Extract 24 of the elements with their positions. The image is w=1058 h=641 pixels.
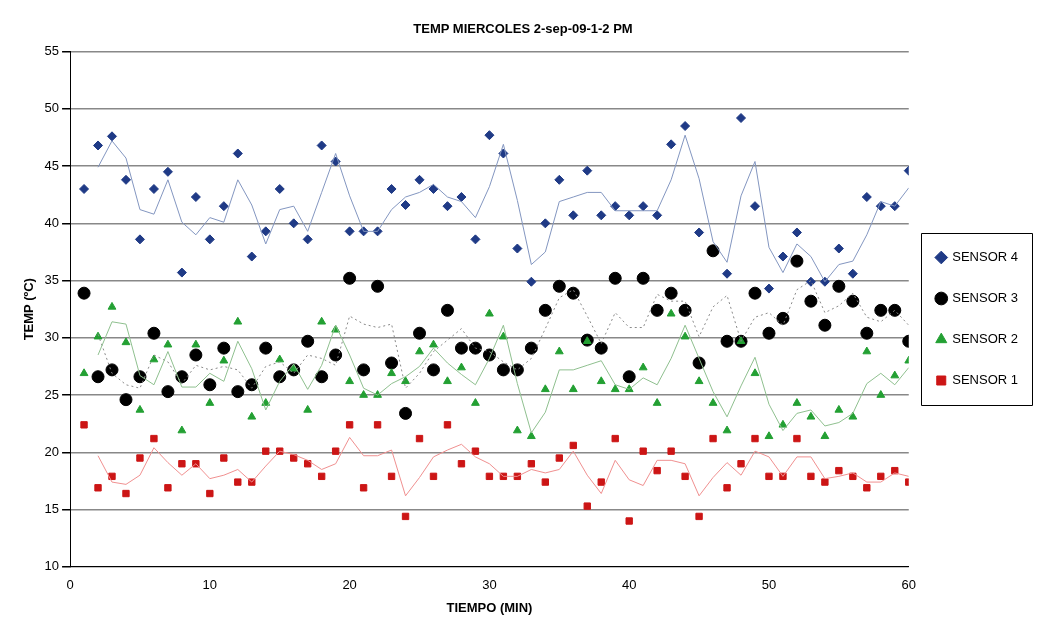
- y-tick-label: 35: [44, 272, 60, 288]
- y-tick-label: 45: [44, 157, 60, 173]
- legend-label: SENSOR 4: [952, 249, 1019, 265]
- x-tick-label: 10: [202, 577, 218, 593]
- chart-title: TEMP MIERCOLES 2-sep-09-1-2 PM: [413, 21, 633, 37]
- y-tick-label: 50: [44, 100, 60, 116]
- x-tick-label: 20: [342, 577, 357, 593]
- y-tick-label: 55: [44, 43, 60, 59]
- x-axis-title: TIEMPO (MIN): [446, 599, 533, 615]
- y-tick-label: 10: [44, 558, 60, 574]
- y-tick-label: 40: [44, 214, 60, 230]
- y-axis-title: TEMP (ºC): [21, 278, 37, 341]
- y-tick-label: 25: [44, 386, 60, 402]
- x-tick-label: 60: [901, 577, 916, 593]
- x-tick-label: 30: [482, 577, 497, 593]
- x-tick-label: 50: [761, 577, 777, 593]
- legend-label: SENSOR 1: [952, 372, 1019, 388]
- y-tick-label: 30: [44, 329, 60, 345]
- x-tick-label: 40: [621, 577, 637, 593]
- legend-label: SENSOR 3: [952, 290, 1019, 306]
- y-tick-label: 20: [44, 443, 60, 459]
- y-tick-label: 15: [44, 501, 60, 517]
- x-tick-label: 0: [66, 577, 74, 593]
- legend-label: SENSOR 2: [952, 331, 1019, 347]
